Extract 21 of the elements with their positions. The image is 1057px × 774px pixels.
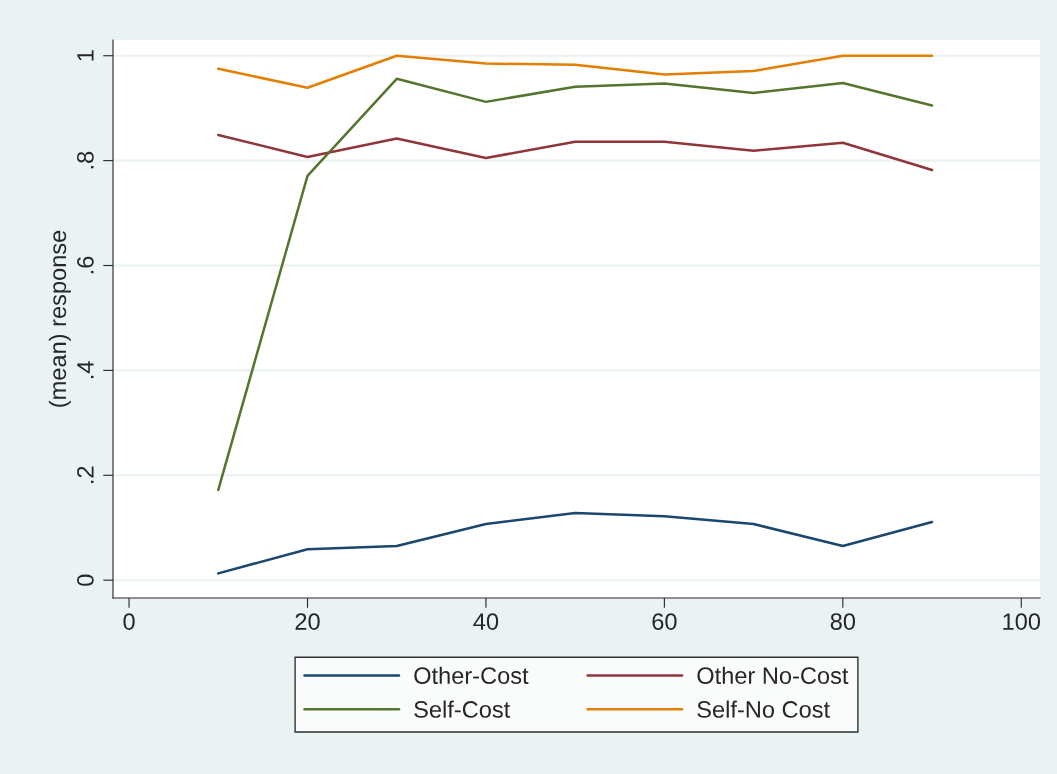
x-tick-label: 20	[295, 613, 320, 630]
y-tick-label: .4	[77, 361, 94, 379]
line-series	[217, 77, 934, 492]
y-tick-label: .6	[77, 256, 94, 274]
line-series	[217, 54, 934, 89]
y-tick-label: 0	[77, 574, 94, 586]
x-tick-label: 80	[830, 613, 856, 630]
x-tick-label: 40	[473, 613, 499, 630]
x-tick-label: 100	[1003, 613, 1041, 630]
legend-label: Self-Cost	[414, 700, 511, 718]
x-tick-label: 0	[123, 613, 135, 630]
legend-label: Self-No Cost	[697, 700, 830, 718]
line-series	[217, 133, 934, 172]
y-tick-label: .2	[77, 466, 94, 483]
x-tick-label: 60	[652, 613, 677, 630]
y-tick-label: 1	[77, 50, 94, 61]
line-series	[217, 511, 934, 575]
y-axis-title: (mean) response	[48, 230, 71, 407]
legend-label: Other-Cost	[414, 666, 529, 685]
y-tick-label: .8	[77, 151, 94, 169]
legend-label: Other No-Cost	[697, 666, 849, 685]
